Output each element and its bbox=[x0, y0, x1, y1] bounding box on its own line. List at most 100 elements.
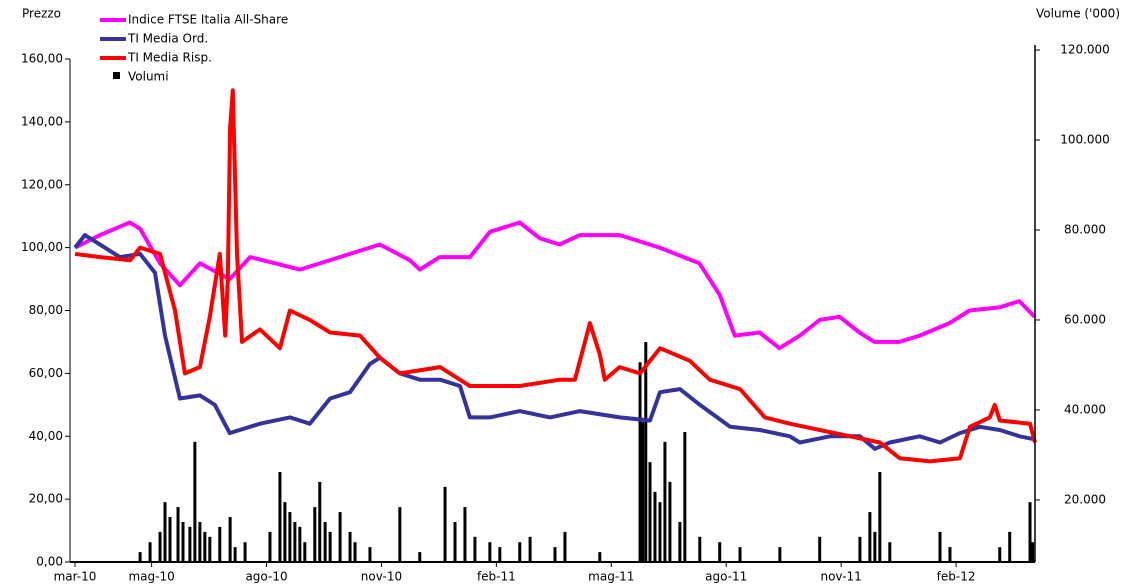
volume-bar bbox=[873, 531, 877, 562]
volume-bar bbox=[868, 512, 872, 562]
volume-bar bbox=[313, 507, 317, 562]
volume-bar bbox=[638, 362, 642, 562]
volume-bar bbox=[138, 552, 142, 562]
y-tick-label: 60,00 bbox=[29, 366, 63, 380]
legend-label: TI Media Risp. bbox=[127, 51, 212, 65]
x-tick-label: ago-10 bbox=[245, 570, 287, 584]
y-tick-label: 80,00 bbox=[29, 303, 63, 317]
series-line bbox=[74, 220, 1037, 351]
y2-axis-label: Volume ('000) bbox=[1036, 7, 1120, 21]
y-tick-label: 0,00 bbox=[36, 555, 63, 569]
legend-label: TI Media Ord. bbox=[127, 32, 208, 46]
y2-tick-label: 40.000 bbox=[1064, 402, 1106, 416]
y-tick-label: 160,00 bbox=[21, 52, 63, 66]
volume-bar bbox=[148, 542, 152, 562]
volume-bar bbox=[641, 422, 645, 562]
volume-bar bbox=[268, 531, 272, 562]
volume-bar bbox=[218, 526, 222, 562]
volume-bar bbox=[368, 547, 372, 562]
volume-bar bbox=[348, 531, 352, 562]
volume-bar bbox=[663, 441, 667, 562]
x-tick-label: feb-12 bbox=[937, 570, 976, 584]
y2-tick-label: 60.000 bbox=[1064, 312, 1106, 326]
y2-tick-label: 100.000 bbox=[1060, 132, 1110, 146]
volume-bar bbox=[668, 481, 672, 562]
volume-bar bbox=[938, 531, 942, 562]
volume-bar bbox=[778, 547, 782, 562]
y-tick-label: 20,00 bbox=[29, 492, 63, 506]
volume-bar bbox=[998, 547, 1002, 562]
volume-bar bbox=[303, 542, 307, 562]
volume-bar bbox=[318, 481, 322, 562]
volume-bar bbox=[678, 521, 682, 562]
volume-bar bbox=[158, 531, 162, 562]
y2-tick-label: 20.000 bbox=[1064, 492, 1106, 506]
volume-bar bbox=[598, 552, 602, 562]
volume-bar bbox=[528, 536, 532, 562]
legend-label: Volumi bbox=[128, 70, 169, 84]
x-tick-label: nov-10 bbox=[361, 570, 402, 584]
volume-bar bbox=[1028, 502, 1032, 562]
volume-bar bbox=[198, 521, 202, 562]
volume-bar bbox=[653, 491, 657, 562]
volume-bar bbox=[718, 542, 722, 562]
y-tick-label: 120,00 bbox=[21, 177, 63, 191]
volume-bar bbox=[208, 536, 212, 562]
x-tick-label: mag-11 bbox=[588, 570, 634, 584]
y2-tick-label: 80.000 bbox=[1064, 222, 1106, 236]
volume-bar bbox=[338, 512, 342, 562]
volume-bar bbox=[328, 531, 332, 562]
volume-bar bbox=[1031, 542, 1035, 562]
volume-bar bbox=[278, 472, 282, 562]
volume-bar bbox=[498, 547, 502, 562]
volume-bar bbox=[518, 542, 522, 562]
volume-bar bbox=[293, 521, 297, 562]
volume-bar bbox=[473, 536, 477, 562]
volume-bar bbox=[298, 526, 302, 562]
volume-bar bbox=[228, 517, 232, 562]
volume-bar bbox=[818, 536, 822, 562]
volume-bar bbox=[698, 536, 702, 562]
volume-bar bbox=[888, 542, 892, 562]
volume-bar bbox=[1008, 531, 1012, 562]
x-tick-label: feb-11 bbox=[477, 570, 516, 584]
volume-bar bbox=[323, 521, 327, 562]
volume-bar bbox=[176, 507, 180, 562]
legend-swatch bbox=[113, 72, 120, 79]
volume-bar bbox=[858, 536, 862, 562]
volume-bar bbox=[453, 521, 457, 562]
volume-bar bbox=[193, 441, 197, 562]
volume-bar bbox=[398, 507, 402, 562]
volume-bar bbox=[283, 502, 287, 562]
x-tick-label: mar-10 bbox=[54, 570, 97, 584]
y2-tick-label: 120.000 bbox=[1060, 43, 1110, 57]
volume-bar bbox=[648, 462, 652, 562]
volume-bar bbox=[188, 526, 192, 562]
legend-label: Indice FTSE Italia All-Share bbox=[128, 13, 288, 27]
series-line bbox=[73, 233, 1036, 451]
volume-bar bbox=[243, 542, 247, 562]
volume-bar bbox=[181, 521, 185, 562]
y-tick-label: 140,00 bbox=[21, 114, 63, 128]
volume-bar bbox=[443, 486, 447, 562]
volume-bar bbox=[658, 502, 662, 562]
y-axis-label: Prezzo bbox=[22, 7, 61, 21]
x-tick-label: nov-11 bbox=[820, 570, 861, 584]
y-tick-label: 40,00 bbox=[29, 429, 63, 443]
volume-bar bbox=[683, 431, 687, 562]
volume-bar bbox=[168, 517, 172, 562]
x-tick-label: mag-10 bbox=[128, 570, 174, 584]
volume-bar bbox=[644, 341, 648, 562]
volume-bar bbox=[353, 542, 357, 562]
volume-bar bbox=[563, 531, 567, 562]
volume-bar bbox=[163, 502, 167, 562]
y-tick-label: 100,00 bbox=[21, 240, 63, 254]
volume-bar bbox=[418, 552, 422, 562]
volume-bar bbox=[553, 547, 557, 562]
volume-bar bbox=[948, 547, 952, 562]
x-tick-label: ago-11 bbox=[705, 570, 747, 584]
volume-bar bbox=[463, 507, 467, 562]
volume-bar bbox=[878, 472, 882, 562]
volume-bar bbox=[233, 547, 237, 562]
